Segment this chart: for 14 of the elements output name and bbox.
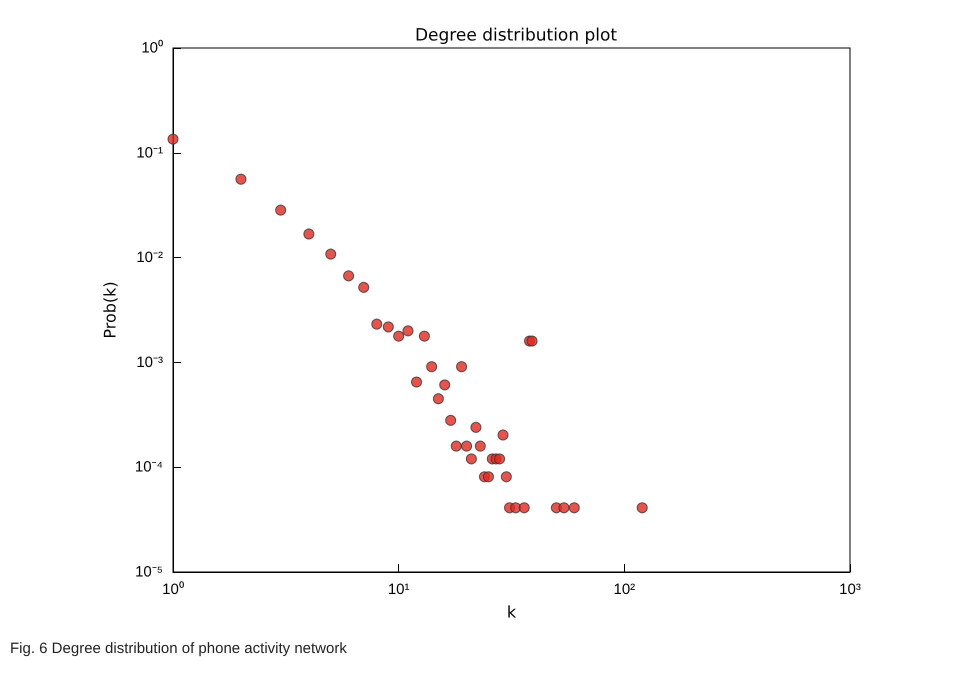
x-tick-label: 10² <box>613 581 636 598</box>
y-tick-label: 10⁻⁵ <box>135 564 163 580</box>
x-tick-label: 10¹ <box>388 581 410 598</box>
y-tick-label: 10⁻¹ <box>136 144 163 162</box>
y-tick-label: 10⁻³ <box>136 354 163 371</box>
caption: Fig. 6 Degree distribution of phone activity network <box>10 640 347 657</box>
y-tick-label: 10⁻⁴ <box>134 458 163 476</box>
y-tick-label: 10⁻² <box>136 249 163 266</box>
x-tick-label: 10⁰ <box>162 581 184 598</box>
x-tick-label: 10³ <box>839 581 861 598</box>
x-axis-title: k <box>506 602 517 622</box>
y-tick-label: 10⁰ <box>141 40 163 56</box>
y-axis-title: Prob(k) <box>100 281 120 339</box>
chart-title: Degree distribution plot <box>414 26 618 46</box>
